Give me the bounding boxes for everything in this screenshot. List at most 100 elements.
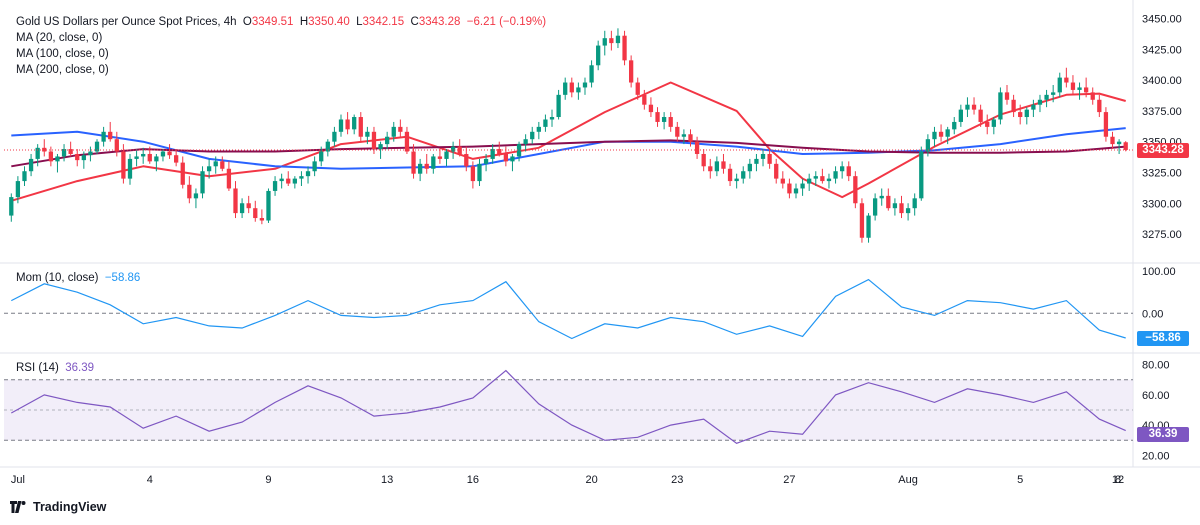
candle-body (338, 119, 344, 132)
candle-body (398, 126, 403, 132)
candle-body (635, 82, 640, 95)
candle-body (787, 183, 792, 194)
x-tick-label: 13 (381, 474, 393, 486)
candle-body (1123, 142, 1128, 150)
candle-body (892, 203, 898, 209)
candle-body (147, 153, 152, 162)
momentum-legend[interactable]: Mom (10, close) −58.86 (16, 271, 140, 285)
candle-body (299, 176, 304, 179)
candle-body (747, 163, 752, 172)
candle-body (319, 151, 324, 162)
candle-body (609, 38, 614, 44)
candle-body (872, 198, 878, 216)
candle-body (1011, 99, 1016, 113)
candle-body (800, 183, 805, 189)
x-tick-label: Aug (898, 474, 918, 486)
candle-body (945, 129, 950, 137)
candle-body (108, 131, 113, 140)
candle-body (727, 168, 733, 182)
price-tick-label: 3300.00 (1142, 198, 1182, 210)
candle-body (859, 203, 865, 238)
candle-body (477, 163, 482, 182)
candle-body (1116, 141, 1122, 145)
price-tick-label: 3325.00 (1142, 167, 1182, 179)
candle-body (444, 151, 449, 159)
momentum-title: Mom (10, close) (16, 272, 99, 284)
x-tick-label: 16 (467, 474, 479, 486)
candle-body (793, 188, 799, 194)
candle-body (9, 197, 14, 216)
close-value: 3343.28 (418, 16, 461, 28)
candle-body (483, 158, 489, 164)
candle-body (1064, 77, 1069, 83)
candle-body (332, 131, 337, 142)
ma100-legend[interactable]: MA (100, close, 0) (16, 48, 109, 60)
candle-body (226, 168, 232, 189)
candle-body (358, 117, 363, 137)
candle-body (286, 178, 291, 184)
candle-body (1070, 82, 1076, 90)
high-value: 3350.40 (308, 16, 350, 28)
candle-body (35, 147, 40, 159)
candle-body (272, 181, 278, 191)
price-tick-label: 3375.00 (1142, 106, 1182, 118)
candle-body (602, 38, 607, 46)
rsi-legend[interactable]: RSI (14) 36.39 (16, 361, 94, 375)
candle-body (292, 178, 297, 184)
candle-body (431, 156, 436, 169)
candle-body (971, 104, 977, 110)
candle-body (833, 171, 838, 179)
candle-body (549, 117, 555, 120)
candle-body (1077, 87, 1082, 90)
symbol-title: Gold US Dollars per Ounce Spot Prices, 4… (16, 16, 237, 28)
change-value: −6.21 (−0.19%) (466, 16, 547, 28)
candle-body (253, 208, 258, 219)
x-tick-label: 4 (147, 474, 153, 486)
candle-body (589, 65, 594, 83)
x-tick-label: 27 (783, 474, 795, 486)
candle-body (629, 60, 634, 83)
brand-label: TradingView (33, 500, 107, 514)
momentum-line (11, 278, 1126, 340)
candle-body (239, 203, 245, 214)
x-tick-label: 12 (1112, 474, 1124, 486)
candle-body (688, 134, 693, 142)
candle-body (1024, 109, 1029, 118)
candle-body (853, 176, 858, 204)
candle-body (932, 131, 937, 140)
candle-body (180, 162, 185, 185)
rsi-title: RSI (14) (16, 362, 59, 374)
candle-body (1097, 99, 1102, 113)
candle-body (167, 151, 172, 156)
candle-body (596, 45, 601, 66)
momentum-value: −58.86 (104, 272, 141, 284)
price-badge: 3343.28 (1137, 143, 1189, 158)
candle-body (457, 146, 462, 154)
candle-body (1110, 136, 1115, 145)
candle-body (127, 158, 133, 179)
candle-body (615, 35, 621, 44)
ma200-legend[interactable]: MA (200, close, 0) (16, 64, 109, 76)
candle-body (1083, 87, 1089, 93)
tradingview-logo[interactable]: TradingView (10, 500, 106, 514)
candle-body (213, 161, 218, 167)
candle-body (279, 178, 284, 182)
candle-body (569, 82, 574, 93)
candle-body (15, 181, 21, 198)
candle-body (450, 146, 456, 152)
close-label: C (410, 16, 419, 28)
candle-body (404, 131, 410, 152)
candle-body (305, 171, 311, 177)
candle-body (721, 161, 726, 169)
candle-body (899, 203, 904, 214)
x-tick-label: Jul (11, 474, 25, 486)
ma20-legend[interactable]: MA (20, close, 0) (16, 32, 103, 44)
candle-body (1037, 99, 1043, 105)
candle-body (81, 155, 86, 161)
rsi-line (11, 369, 1126, 444)
low-label: L (356, 16, 363, 28)
candle-body (523, 139, 528, 145)
candle-body (200, 171, 205, 194)
candle-body (530, 131, 535, 140)
